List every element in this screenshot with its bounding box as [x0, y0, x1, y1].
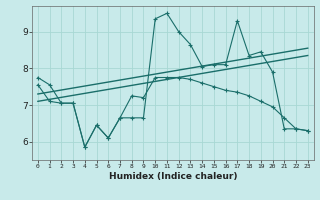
X-axis label: Humidex (Indice chaleur): Humidex (Indice chaleur) [108, 172, 237, 181]
